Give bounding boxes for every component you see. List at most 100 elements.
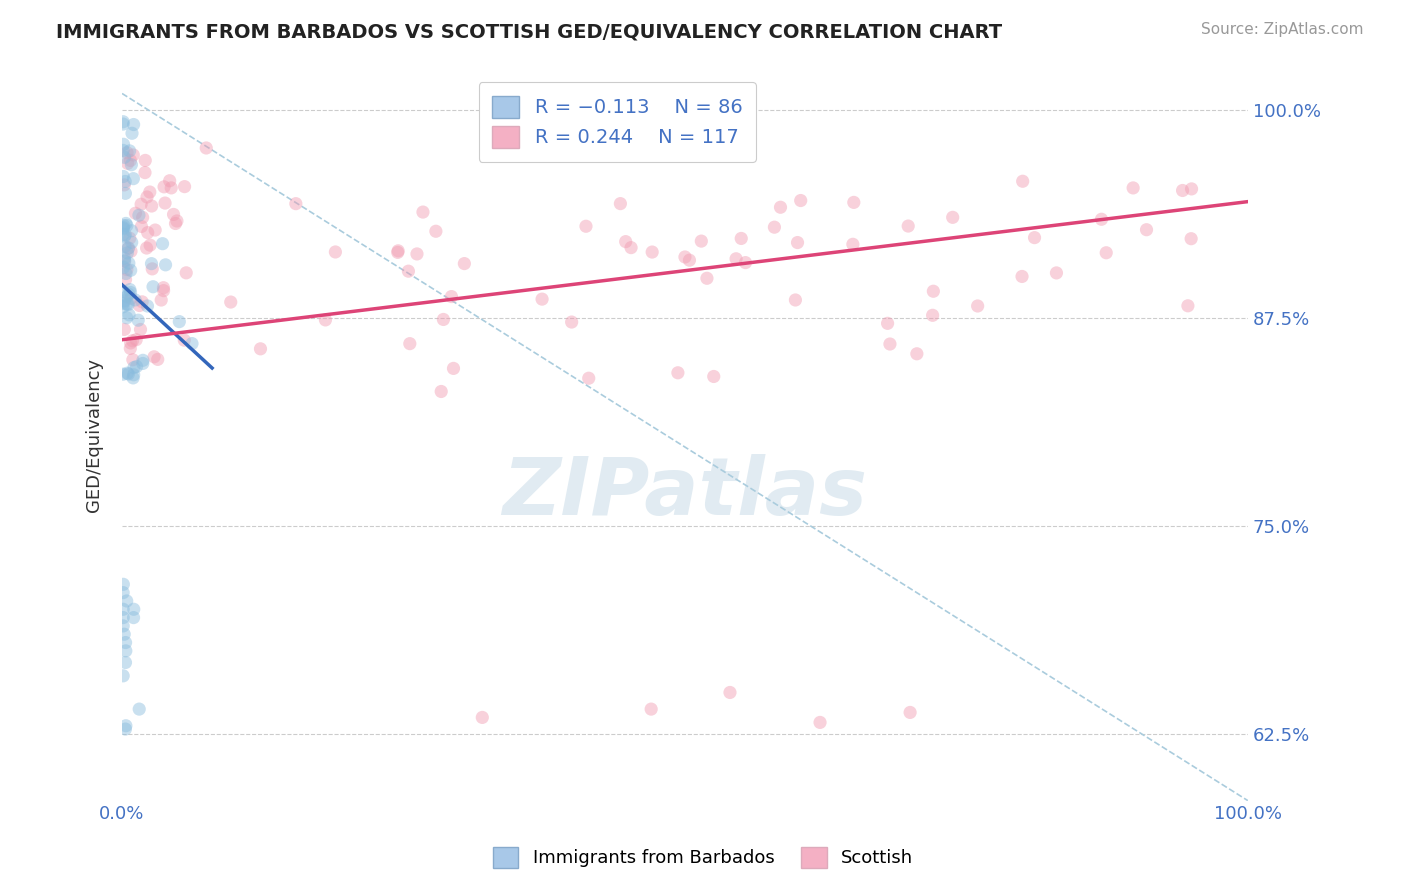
Point [143, 223, 166, 237]
Point [141, 199, 163, 213]
Point [1177, 299, 1199, 313]
Point [432, 312, 454, 326]
Point [1095, 245, 1118, 260]
Point [124, 293, 146, 307]
Point [165, 217, 187, 231]
Point [614, 235, 637, 249]
Point [114, 254, 136, 268]
Point [112, 293, 135, 308]
Point [112, 577, 135, 591]
Point [115, 290, 138, 304]
Point [115, 267, 138, 281]
Point [730, 231, 752, 245]
Legend: R = −0.113    N = 86, R = 0.244    N = 117: R = −0.113 N = 86, R = 0.244 N = 117 [478, 82, 756, 161]
Point [131, 294, 153, 309]
Point [114, 272, 136, 286]
Point [166, 214, 188, 228]
Point [122, 368, 145, 382]
Point [905, 347, 928, 361]
Point [575, 219, 598, 234]
Point [114, 251, 136, 265]
Point [174, 266, 197, 280]
Point [141, 257, 163, 271]
Point [173, 333, 195, 347]
Point [125, 333, 148, 347]
Point [789, 194, 811, 208]
Point [121, 224, 143, 238]
Point [678, 253, 700, 268]
Point [162, 207, 184, 221]
Point [112, 627, 135, 641]
Point [118, 287, 141, 301]
Point [121, 126, 143, 140]
Point [531, 292, 554, 306]
Point [219, 295, 242, 310]
Point [139, 238, 162, 252]
Point [136, 190, 159, 204]
Point [406, 247, 429, 261]
Point [115, 145, 138, 160]
Point [124, 206, 146, 220]
Point [117, 297, 139, 311]
Point [114, 635, 136, 649]
Point [120, 244, 142, 259]
Point [922, 285, 945, 299]
Point [117, 156, 139, 170]
Point [1090, 212, 1112, 227]
Point [115, 216, 138, 230]
Point [120, 335, 142, 350]
Point [325, 244, 347, 259]
Point [152, 236, 174, 251]
Point [117, 245, 139, 260]
Point [115, 297, 138, 311]
Point [114, 644, 136, 658]
Point [122, 602, 145, 616]
Point [785, 293, 807, 307]
Point [641, 245, 664, 260]
Point [453, 256, 475, 270]
Point [666, 366, 689, 380]
Point [808, 715, 831, 730]
Point [440, 289, 463, 303]
Point [578, 371, 600, 385]
Point [120, 153, 142, 168]
Point [609, 196, 631, 211]
Point [122, 610, 145, 624]
Point [129, 322, 152, 336]
Point [112, 169, 135, 184]
Point [921, 308, 943, 322]
Point [142, 279, 165, 293]
Point [115, 594, 138, 608]
Point [150, 293, 173, 307]
Point [117, 366, 139, 380]
Point [425, 224, 447, 238]
Point [112, 178, 135, 192]
Point [125, 359, 148, 374]
Point [703, 369, 725, 384]
Point [117, 367, 139, 381]
Point [112, 285, 135, 299]
Point [112, 220, 135, 235]
Point [134, 166, 156, 180]
Point [1122, 181, 1144, 195]
Point [129, 197, 152, 211]
Point [112, 260, 135, 275]
Point [132, 353, 155, 368]
Point [112, 254, 135, 268]
Point [842, 237, 865, 252]
Point [430, 384, 453, 399]
Point [152, 284, 174, 298]
Point [120, 158, 142, 172]
Point [112, 602, 135, 616]
Point [181, 336, 204, 351]
Point [136, 299, 159, 313]
Point [249, 342, 271, 356]
Point [966, 299, 988, 313]
Point [387, 244, 409, 258]
Point [396, 264, 419, 278]
Point [112, 619, 135, 633]
Point [118, 231, 141, 245]
Point [640, 702, 662, 716]
Point [118, 283, 141, 297]
Point [160, 181, 183, 195]
